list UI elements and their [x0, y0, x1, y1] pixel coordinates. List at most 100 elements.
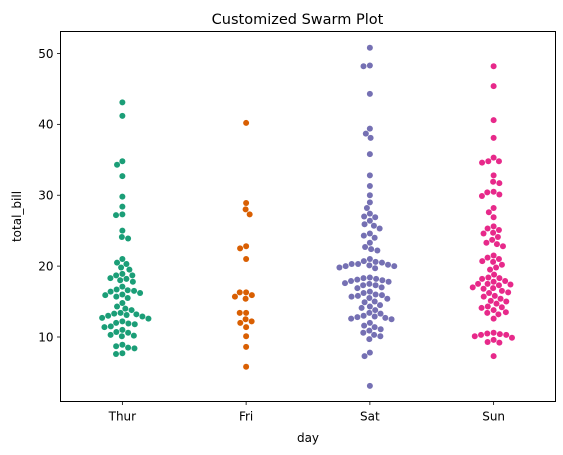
- data-point-thur: [124, 295, 131, 302]
- data-point-sun: [499, 243, 506, 250]
- data-point-sat: [348, 315, 355, 322]
- data-point-sun: [496, 339, 503, 346]
- data-point-sat: [377, 310, 384, 317]
- data-point-sat: [360, 312, 367, 319]
- data-point-sun: [493, 264, 500, 271]
- x-axis-label: day: [297, 431, 319, 445]
- y-tick-label: 30: [38, 189, 53, 203]
- data-point-sun: [486, 290, 493, 297]
- data-point-fri: [242, 316, 249, 323]
- data-point-sun: [495, 256, 502, 263]
- data-point-sat: [366, 125, 373, 132]
- data-point-thur: [119, 341, 126, 348]
- data-point-fri: [243, 343, 250, 350]
- data-point-sat: [354, 292, 361, 299]
- data-point-sat: [371, 298, 378, 305]
- data-point-sun: [490, 229, 497, 236]
- data-point-thur: [119, 211, 126, 218]
- data-point-sat: [374, 247, 381, 254]
- data-point-thur: [117, 277, 124, 284]
- data-point-sat: [363, 204, 370, 211]
- data-point-sat: [377, 326, 384, 333]
- data-point-thur: [107, 275, 114, 282]
- data-point-fri: [243, 309, 250, 316]
- data-point-sun: [505, 289, 512, 296]
- data-point-thur: [113, 329, 120, 336]
- data-point-sat: [366, 280, 373, 287]
- data-point-sat: [366, 319, 373, 326]
- data-point-sun: [484, 338, 491, 345]
- data-point-thur: [107, 288, 114, 295]
- data-point-sun: [490, 336, 497, 343]
- data-point-sat: [362, 243, 369, 250]
- data-point-sun: [471, 333, 478, 340]
- data-point-sun: [490, 353, 497, 360]
- data-point-sat: [371, 234, 378, 241]
- data-point-thur: [113, 343, 120, 350]
- data-point-thur: [119, 283, 126, 290]
- data-point-sun: [508, 334, 515, 341]
- data-point-sun: [485, 158, 492, 165]
- data-point-sat: [382, 314, 389, 321]
- data-point-sat: [366, 336, 373, 343]
- data-point-fri: [242, 295, 249, 302]
- data-point-sun: [480, 293, 487, 300]
- data-point-thur: [126, 266, 133, 273]
- data-point-sat: [366, 217, 373, 224]
- data-point-sat: [366, 172, 373, 179]
- data-point-thur: [123, 312, 130, 319]
- data-point-sun: [502, 278, 509, 285]
- data-point-sat: [370, 222, 377, 229]
- data-point-thur: [131, 345, 138, 352]
- data-point-thur: [124, 287, 131, 294]
- data-point-fri: [243, 289, 250, 296]
- data-point-sun: [497, 295, 504, 302]
- data-point-sat: [348, 293, 355, 300]
- data-point-sat: [366, 382, 373, 389]
- data-point-sun: [495, 226, 502, 233]
- data-point-sun: [490, 223, 497, 230]
- data-point-thur: [102, 292, 109, 299]
- data-point-thur: [125, 235, 132, 242]
- plot-frame: [60, 31, 556, 402]
- data-point-fri: [243, 324, 250, 331]
- data-point-thur: [129, 272, 136, 279]
- data-point-sat: [336, 264, 343, 271]
- data-point-sat: [366, 151, 373, 158]
- data-point-fri: [243, 363, 250, 370]
- data-point-sat: [366, 230, 373, 237]
- data-point-thur: [137, 290, 144, 297]
- data-point-sat: [348, 260, 355, 267]
- data-point-sun: [485, 274, 492, 281]
- data-point-sat: [361, 353, 368, 360]
- data-point-thur: [145, 315, 152, 322]
- data-point-sat: [355, 260, 362, 267]
- data-point-sun: [490, 154, 497, 161]
- y-tick-label: 40: [38, 118, 53, 132]
- data-point-sun: [496, 191, 503, 198]
- data-point-sun: [484, 225, 491, 232]
- data-point-sun: [484, 303, 491, 310]
- data-point-sun: [479, 159, 486, 166]
- data-point-sun: [480, 230, 487, 237]
- data-point-fri: [248, 318, 255, 325]
- data-point-sat: [372, 307, 379, 314]
- data-point-sun: [498, 304, 505, 311]
- data-point-thur: [129, 278, 136, 285]
- y-tick-label: 50: [38, 47, 53, 61]
- data-point-sat: [360, 275, 367, 282]
- data-point-sat: [361, 322, 368, 329]
- data-point-sat: [371, 313, 378, 320]
- data-point-sun: [490, 307, 497, 314]
- data-point-sun: [489, 236, 496, 243]
- data-point-sun: [490, 204, 497, 211]
- data-point-sat: [341, 280, 348, 287]
- data-point-sun: [491, 271, 498, 278]
- y-tick-label: 20: [38, 259, 53, 273]
- data-point-sat: [366, 62, 373, 69]
- data-point-sat: [366, 192, 373, 199]
- data-point-thur: [119, 270, 126, 277]
- data-point-sat: [371, 331, 378, 338]
- data-point-fri: [231, 293, 238, 300]
